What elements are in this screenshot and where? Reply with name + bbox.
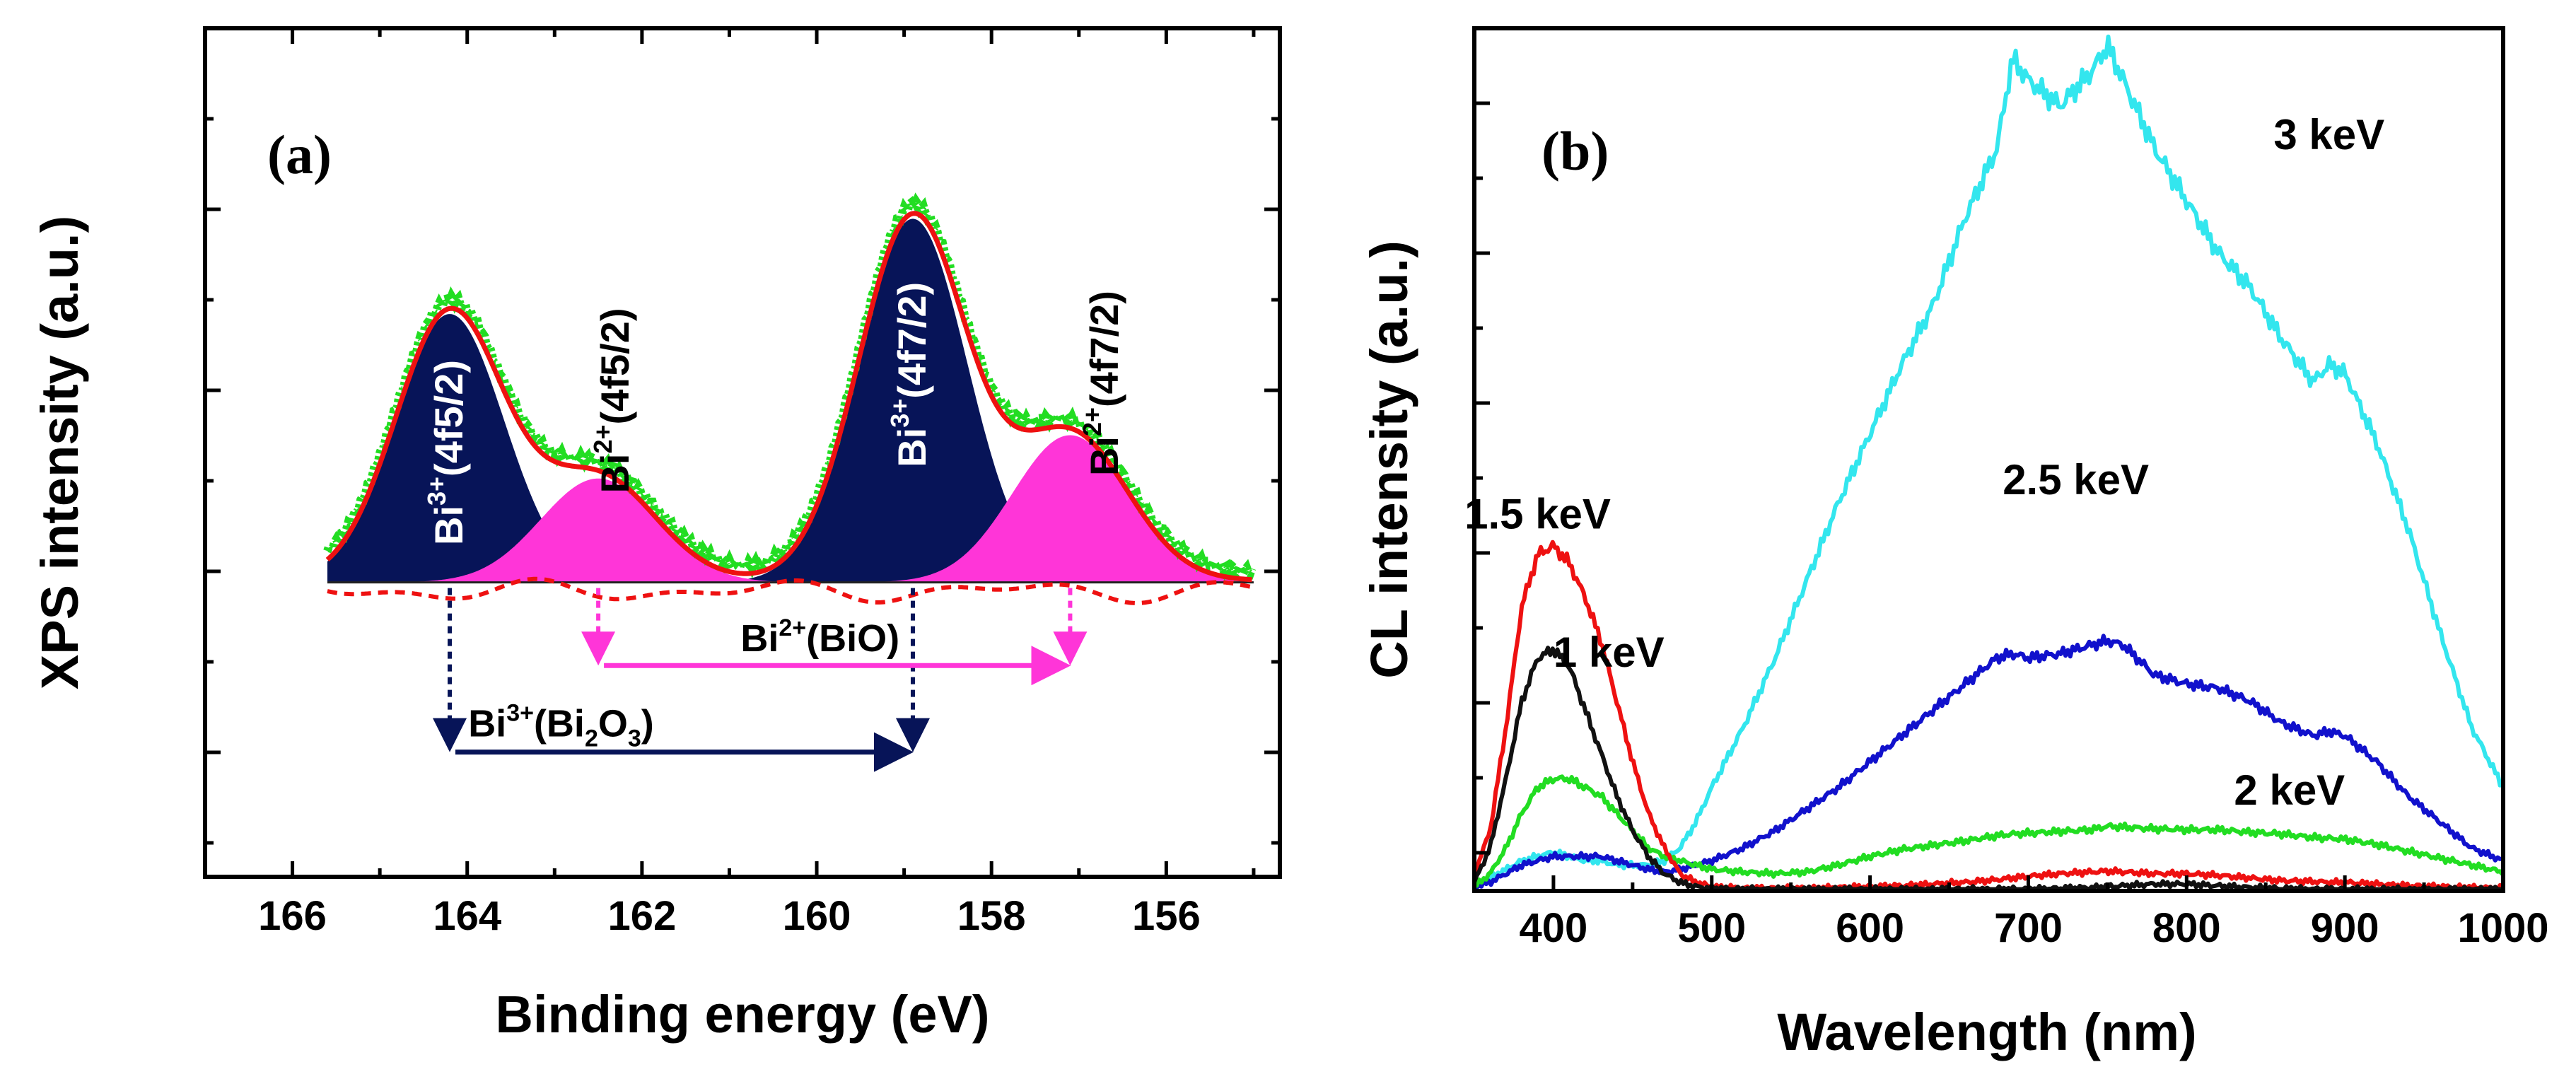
cl-plot-area	[1474, 34, 2503, 891]
cl-series-1-keV	[1474, 646, 2502, 891]
x-tick-label: 160	[783, 893, 851, 939]
x-tick-label: 600	[1836, 905, 1904, 951]
bio-separation-label: Bi2+(BiO)	[740, 614, 899, 660]
x-tick-label: 164	[433, 893, 501, 939]
cl-series-2-keV	[1474, 774, 2503, 888]
x-tick-label: 400	[1520, 905, 1588, 951]
x-tick-label: 158	[957, 893, 1026, 939]
x-tick-label: 900	[2311, 905, 2379, 951]
series-label: 2.5 keV	[2003, 456, 2149, 503]
xps-x-axis-label: Binding energy (eV)	[496, 985, 990, 1044]
peak-label-bi2-4f7-2: Bi2+(4f7/2)	[1078, 291, 1126, 476]
series-label: 2 keV	[2234, 766, 2345, 814]
bi2o3-separation-label: Bi3+(Bi2O3)	[468, 700, 654, 752]
cl-series-3-keV	[1474, 34, 2502, 890]
cl-plot-frame	[1472, 26, 2505, 893]
xps-experimental-data	[323, 192, 1257, 584]
cl-series-labels: 3 keV 2.5 keV 1.5 keV 1 keV 2 keV	[1464, 111, 2384, 814]
panel-a-label: (a)	[267, 124, 332, 185]
series-label: 1.5 keV	[1464, 491, 1611, 538]
xps-fit-envelope	[325, 211, 1252, 583]
peak-label-bi2-4f5-2: Bi2+(4f5/2)	[588, 308, 637, 494]
series-label: 3 keV	[2273, 111, 2384, 158]
xps-x-ticks: 166 164 162 160 158 156	[205, 28, 1280, 939]
xps-residual	[327, 576, 1253, 605]
x-tick-label: 700	[1994, 905, 2063, 951]
x-tick-label: 166	[258, 893, 327, 939]
x-tick-label: 162	[607, 893, 676, 939]
xps-panel: 166 164 162 160 158 156 (a) Binding energy (e…	[30, 26, 1282, 1044]
cl-panel: 400 500 600 700 800 900 1000 3 keV 2.5 keV 1.5 k…	[1360, 26, 2549, 1061]
xps-y-axis-label: XPS intensity (a.u.)	[30, 216, 89, 689]
peak-fill	[327, 314, 1252, 583]
cl-x-axis-label: Wavelength (nm)	[1777, 1003, 2196, 1061]
cl-series-2-5-keV	[1474, 634, 2502, 890]
panel-b-label: (b)	[1541, 120, 1609, 182]
cl-series-1-5-keV	[1474, 540, 2503, 891]
cl-x-ticks: 400 500 600 700 800 900 1000	[1472, 101, 2549, 951]
peak-label-bi3-4f7-2: Bi3+(4f7/2)	[885, 282, 934, 467]
xps-plot-area	[323, 192, 1257, 605]
xps-annotations	[433, 588, 1088, 772]
peak-fill	[327, 478, 1252, 583]
peak-fill	[327, 435, 1252, 583]
x-tick-label: 1000	[2457, 905, 2548, 951]
x-tick-label: 156	[1132, 893, 1201, 939]
cl-y-axis-label: CL intensity (a.u.)	[1360, 240, 1418, 678]
xps-plot-frame	[203, 26, 1282, 879]
series-label: 1 keV	[1554, 629, 1665, 676]
x-tick-label: 800	[2152, 905, 2221, 951]
x-tick-label: 500	[1677, 905, 1746, 951]
peak-label-bi3-4f5-2: Bi3+(4f5/2)	[422, 360, 471, 545]
